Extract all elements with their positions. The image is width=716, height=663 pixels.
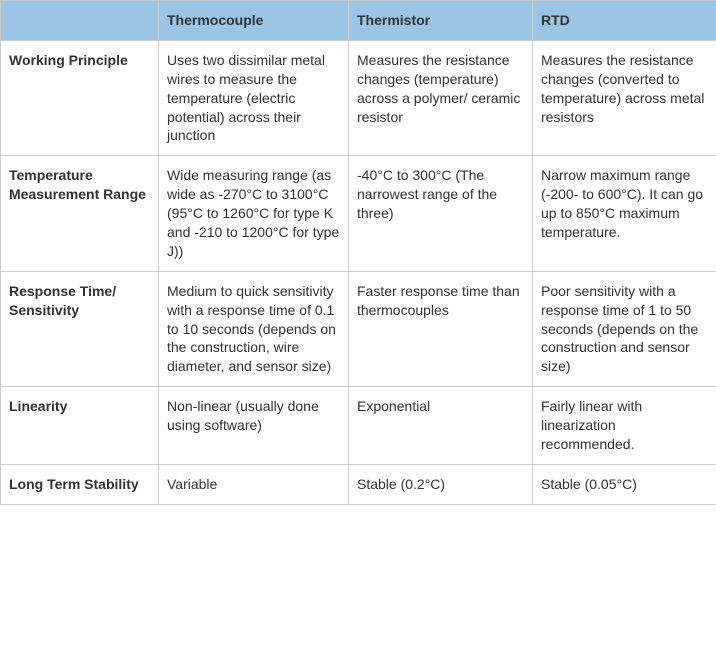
row-label-stability: Long Term Stability (1, 464, 159, 504)
cell: Fairly linear with linearization recomme… (533, 387, 716, 465)
row-label-linearity: Linearity (1, 387, 159, 465)
cell: Wide measuring range (as wide as -270°C … (159, 156, 349, 271)
cell: Measures the resistance changes (tempera… (349, 40, 533, 155)
cell: Faster response time than thermocouples (349, 271, 533, 386)
cell: Non-linear (usually done using software) (159, 387, 349, 465)
col-header-thermocouple: Thermocouple (159, 1, 349, 41)
row-label-working-principle: Working Principle (1, 40, 159, 155)
cell: -40°C to 300°C (The narrowest range of t… (349, 156, 533, 271)
cell: Variable (159, 464, 349, 504)
cell: Uses two dissimilar metal wires to measu… (159, 40, 349, 155)
table-row: Linearity Non-linear (usually done using… (1, 387, 716, 465)
table-row: Working Principle Uses two dissimilar me… (1, 40, 716, 155)
cell: Stable (0.2°C) (349, 464, 533, 504)
col-header-blank (1, 1, 159, 41)
row-label-response: Response Time/ Sensitivity (1, 271, 159, 386)
cell: Narrow maximum range (-200- to 600°C). I… (533, 156, 716, 271)
table-row: Response Time/ Sensitivity Medium to qui… (1, 271, 716, 386)
table-row: Long Term Stability Variable Stable (0.2… (1, 464, 716, 504)
cell: Stable (0.05°C) (533, 464, 716, 504)
table-header-row: Thermocouple Thermistor RTD (1, 1, 716, 41)
col-header-rtd: RTD (533, 1, 716, 41)
row-label-temp-range: Temperature Measurement Range (1, 156, 159, 271)
table-row: Temperature Measurement Range Wide measu… (1, 156, 716, 271)
col-header-thermistor: Thermistor (349, 1, 533, 41)
cell: Poor sensitivity with a response time of… (533, 271, 716, 386)
cell: Exponential (349, 387, 533, 465)
comparison-table: Thermocouple Thermistor RTD Working Prin… (0, 0, 716, 505)
cell: Measures the resistance changes (convert… (533, 40, 716, 155)
cell: Medium to quick sensitivity with a respo… (159, 271, 349, 386)
